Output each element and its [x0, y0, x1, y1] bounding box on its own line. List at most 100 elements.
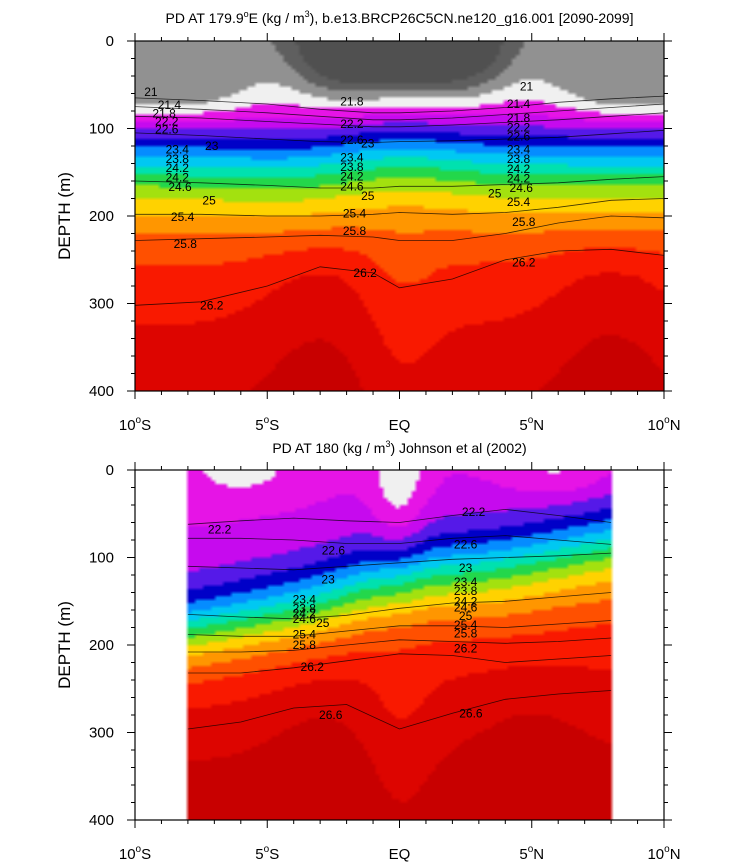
contour-label: 23.8: [454, 584, 478, 598]
contour-label: 21.4: [507, 97, 531, 111]
contour-line-25-8: [187, 637, 612, 653]
contour-label: 22.2: [507, 121, 531, 135]
contour-label: 21: [520, 80, 534, 94]
contour-label: 25.8: [174, 237, 198, 251]
contour-label: 25: [202, 193, 216, 207]
contour-line-21-4: [134, 95, 665, 114]
contour-label: 25: [488, 186, 502, 200]
contour-label: 24.6: [454, 600, 478, 614]
contour-label: 22.6: [322, 544, 346, 558]
x-tick-label: 10oN: [647, 415, 680, 434]
contour-label: 26.2: [200, 298, 224, 312]
y-tick-label: 200: [89, 637, 114, 654]
contour-label: 21.8: [152, 107, 176, 121]
y-tick-label: 200: [89, 208, 114, 225]
contour-line-21-8: [134, 103, 665, 121]
contour-label: 25.4: [454, 618, 478, 632]
y-axis-label: DEPTH (m): [55, 172, 74, 260]
x-tick-label: EQ: [389, 846, 411, 863]
y-tick-label: 400: [89, 812, 114, 829]
contour-line-23: [134, 129, 665, 143]
panel-top: 2121.421.822.222.62323.423.824.224.224.6…: [55, 9, 681, 434]
contour-line-25-8: [134, 215, 665, 241]
contour-label: 26.6: [459, 706, 483, 720]
y-tick-label: 300: [89, 725, 114, 742]
contour-label: 22.2: [155, 115, 179, 129]
contour-label: 24.2: [293, 607, 317, 621]
contour-label: 24.2: [340, 170, 364, 184]
contour-line-22-6: [187, 535, 612, 545]
contour-label: 25.8: [454, 627, 478, 641]
contour-label: 23: [321, 572, 335, 586]
contour-label: 26.2: [454, 642, 478, 656]
contour-label: 21.4: [158, 98, 182, 112]
contour-fill: [135, 470, 664, 820]
contour-label: 24.6: [510, 181, 534, 195]
contour-label: 23: [205, 139, 219, 153]
contour-label: 26.2: [353, 266, 377, 280]
y-tick-label: 300: [89, 296, 114, 313]
contour-label: 23: [459, 561, 473, 575]
contour-label: 26.2: [301, 660, 325, 674]
contour-label: 25.8: [343, 224, 367, 238]
contour-label: 25: [459, 609, 473, 623]
contour-label: 25.4: [171, 210, 195, 224]
x-tick-label: EQ: [389, 417, 411, 434]
panel-title: PD AT 179.9oE (kg / m3), b.e13.BRCP26C5C…: [166, 9, 634, 26]
contour-line-24-6: [187, 592, 612, 620]
contour-line-25-4: [135, 198, 665, 217]
contour-label: 22.6: [340, 133, 364, 147]
contour-label: 25: [316, 616, 330, 630]
contour-label: 25.8: [293, 638, 317, 652]
contour-line-26-2: [134, 248, 665, 306]
contour-label: 22.6: [155, 122, 179, 136]
contour-label: 21.8: [507, 111, 531, 125]
contour-label: 25.8: [512, 215, 536, 229]
contour-label: 25.4: [507, 195, 531, 209]
y-axis-label: DEPTH (m): [55, 601, 74, 689]
contour-label: 23.8: [340, 160, 364, 174]
contour-line-23: [187, 552, 612, 571]
contour-label: 23.8: [507, 152, 531, 166]
panel-title: PD AT 180 (kg / m3) Johnson et al (2002): [272, 439, 526, 456]
contour-label: 25.4: [343, 206, 367, 220]
contour-label: 24.2: [507, 171, 531, 185]
contour-label: 24.2: [454, 594, 478, 608]
contour-label: 24.2: [507, 162, 531, 176]
contour-label: 24.6: [293, 612, 317, 626]
contour-line-26-2: [187, 653, 612, 674]
contour-line-22-2: [187, 508, 612, 525]
contour-line-26-6: [187, 690, 612, 730]
y-tick-label: 100: [89, 121, 114, 138]
x-tick-label: 10oS: [119, 844, 151, 863]
contour-line-24-6: [134, 176, 665, 189]
contour-fill: [135, 41, 664, 391]
contour-label: 21: [144, 85, 158, 99]
contour-line-22-2: [134, 112, 665, 128]
contour-label: 25.4: [293, 628, 317, 642]
contour-label: 23.4: [166, 143, 190, 157]
y-tick-label: 400: [89, 383, 114, 400]
contour-label: 23.4: [454, 575, 478, 589]
contour-label: 26.2: [512, 255, 536, 269]
x-tick-label: 5oS: [255, 415, 279, 434]
contour-label: 21.8: [340, 94, 364, 108]
contour-label: 24.6: [340, 179, 364, 193]
contour-line-25-4: [187, 620, 612, 637]
x-tick-label: 5oN: [519, 844, 544, 863]
contour-label: 24.2: [166, 171, 190, 185]
contour-label: 24.2: [166, 161, 190, 175]
contour-label: 22.2: [462, 505, 486, 519]
contour-label: 25: [361, 189, 375, 203]
x-tick-label: 5oS: [255, 844, 279, 863]
contour-label: 23.4: [293, 593, 317, 607]
y-tick-label: 0: [106, 33, 114, 50]
x-tick-label: 5oN: [519, 415, 544, 434]
contour-label: 23.4: [340, 150, 364, 164]
contour-label: 22.6: [507, 129, 531, 143]
x-tick-label: 10oS: [119, 415, 151, 434]
contour-label: 24.6: [168, 180, 192, 194]
contour-label: 26.6: [319, 708, 343, 722]
